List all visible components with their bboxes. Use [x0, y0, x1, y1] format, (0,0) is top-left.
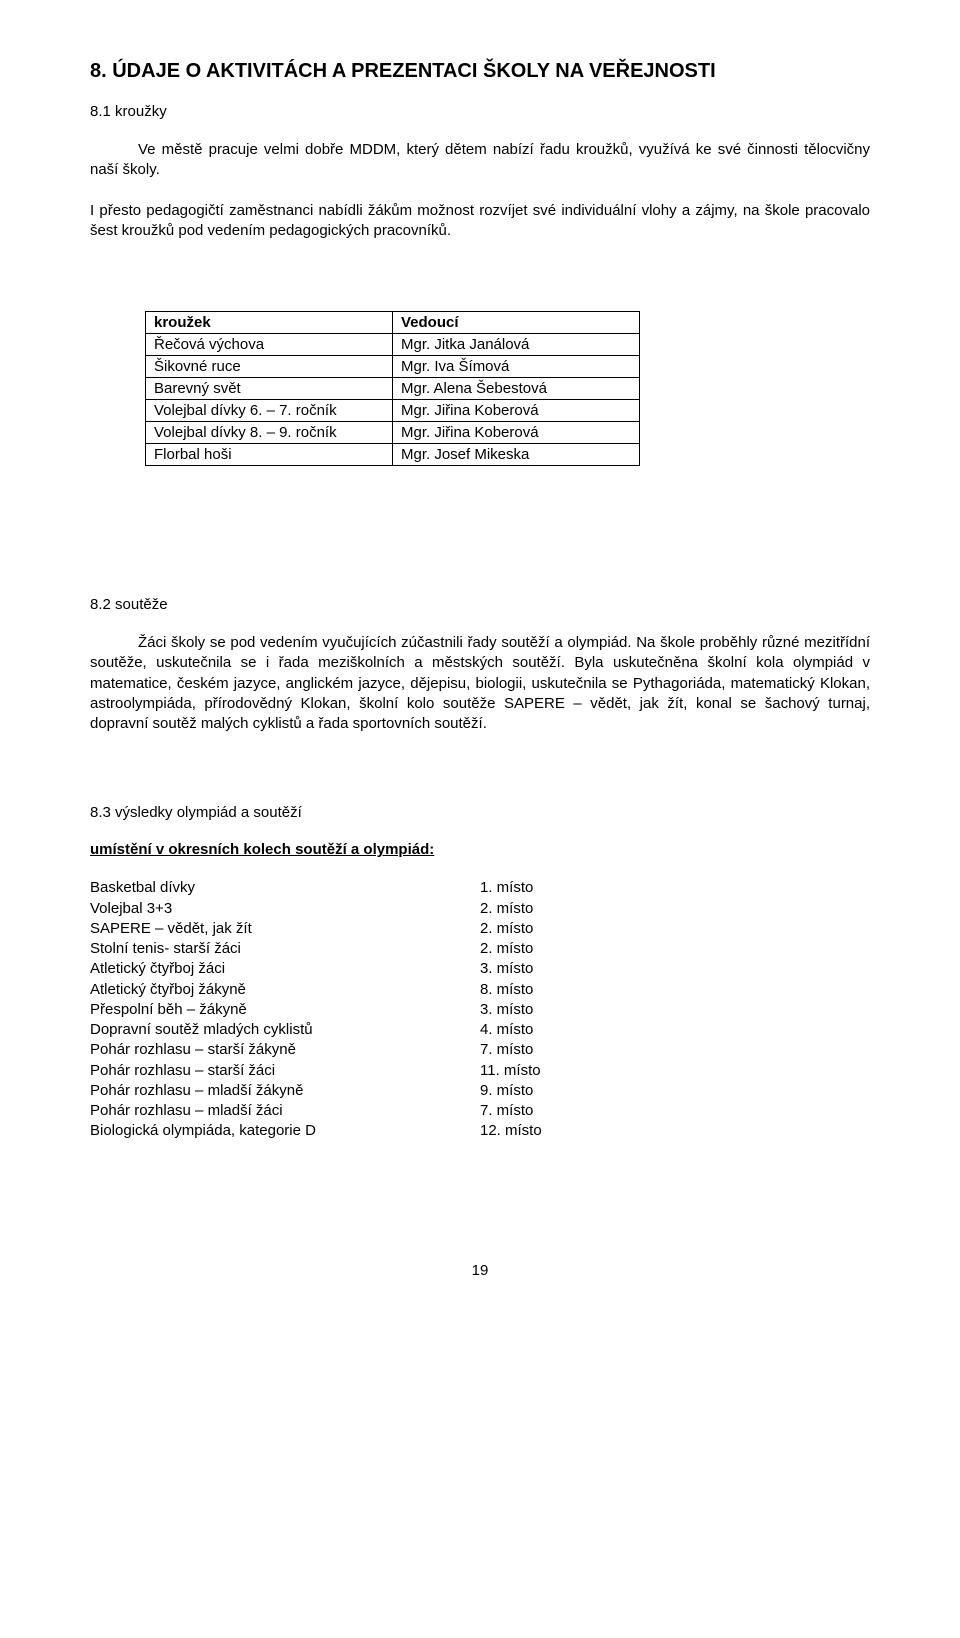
- results-place: 11. místo: [480, 1061, 541, 1081]
- page-container: 8. ÚDAJE O AKTIVITÁCH A PREZENTACI ŠKOLY…: [0, 0, 960, 1319]
- results-label: Basketbal dívky: [90, 878, 480, 898]
- table-cell-left: Řečová výchova: [146, 334, 393, 356]
- results-row: Atletický čtyřboj žákyně 8. místo: [90, 980, 870, 1000]
- spacer: [90, 466, 870, 516]
- results-row: Pohár rozhlasu – mladší žákyně 9. místo: [90, 1081, 870, 1101]
- results-label: Pohár rozhlasu – mladší žákyně: [90, 1081, 480, 1101]
- results-label: Pohár rozhlasu – starší žákyně: [90, 1040, 480, 1060]
- results-place: 9. místo: [480, 1081, 533, 1101]
- results-place: 12. místo: [480, 1121, 542, 1141]
- section-8-heading: 8. ÚDAJE O AKTIVITÁCH A PREZENTACI ŠKOLY…: [90, 60, 870, 83]
- results-label: SAPERE – vědět, jak žít: [90, 919, 480, 939]
- results-row: Přespolní běh – žákyně 3. místo: [90, 1000, 870, 1020]
- results-place: 1. místo: [480, 878, 533, 898]
- spacer: [90, 754, 870, 804]
- table-row: Barevný svět Mgr. Alena Šebestová: [146, 378, 640, 400]
- results-label: Dopravní soutěž mladých cyklistů: [90, 1020, 480, 1040]
- table-cell-left: Volejbal dívky 6. – 7. ročník: [146, 400, 393, 422]
- table-header-right: Vedoucí: [393, 312, 640, 334]
- section-8-3-subtitle: umístění v okresních kolech soutěží a ol…: [90, 841, 870, 858]
- table-cell-right: Mgr. Alena Šebestová: [393, 378, 640, 400]
- results-place: 3. místo: [480, 1000, 533, 1020]
- results-label: Pohár rozhlasu – mladší žáci: [90, 1101, 480, 1121]
- results-row: Biologická olympiáda, kategorie D 12. mí…: [90, 1121, 870, 1141]
- table-row: Volejbal dívky 8. – 9. ročník Mgr. Jiřin…: [146, 422, 640, 444]
- results-row: Pohár rozhlasu – starší žáci 11. místo: [90, 1061, 870, 1081]
- results-place: 2. místo: [480, 919, 533, 939]
- results-list: Basketbal dívky 1. místo Volejbal 3+3 2.…: [90, 878, 870, 1141]
- page-number: 19: [90, 1262, 870, 1279]
- results-place: 8. místo: [480, 980, 533, 1000]
- table-cell-left: Šikovné ruce: [146, 356, 393, 378]
- results-row: Pohár rozhlasu – mladší žáci 7. místo: [90, 1101, 870, 1121]
- table-row: Řečová výchova Mgr. Jitka Janálová: [146, 334, 640, 356]
- results-label: Pohár rozhlasu – starší žáci: [90, 1061, 480, 1081]
- section-8-1-p1: Ve městě pracuje velmi dobře MDDM, který…: [90, 140, 870, 181]
- results-label: Přespolní běh – žákyně: [90, 1000, 480, 1020]
- section-8-2-title: 8.2 soutěže: [90, 596, 870, 613]
- results-place: 2. místo: [480, 939, 533, 959]
- table-header-row: kroužek Vedoucí: [146, 312, 640, 334]
- results-row: Volejbal 3+3 2. místo: [90, 899, 870, 919]
- results-label: Atletický čtyřboj žáci: [90, 959, 480, 979]
- table-row: Florbal hoši Mgr. Josef Mikeska: [146, 444, 640, 466]
- circles-table: kroužek Vedoucí Řečová výchova Mgr. Jitk…: [145, 311, 640, 466]
- results-label: Biologická olympiáda, kategorie D: [90, 1121, 480, 1141]
- table-cell-left: Florbal hoši: [146, 444, 393, 466]
- results-row: Atletický čtyřboj žáci 3. místo: [90, 959, 870, 979]
- results-label: Volejbal 3+3: [90, 899, 480, 919]
- section-8-3-title: 8.3 výsledky olympiád a soutěží: [90, 804, 870, 821]
- table-cell-right: Mgr. Josef Mikeska: [393, 444, 640, 466]
- results-row: Dopravní soutěž mladých cyklistů 4. míst…: [90, 1020, 870, 1040]
- table-cell-right: Mgr. Jiřina Koberová: [393, 422, 640, 444]
- results-row: Pohár rozhlasu – starší žákyně 7. místo: [90, 1040, 870, 1060]
- results-place: 3. místo: [480, 959, 533, 979]
- table-row: Volejbal dívky 6. – 7. ročník Mgr. Jiřin…: [146, 400, 640, 422]
- spacer: [90, 566, 870, 596]
- results-place: 2. místo: [480, 899, 533, 919]
- spacer: [90, 261, 870, 311]
- results-row: Basketbal dívky 1. místo: [90, 878, 870, 898]
- results-label: Stolní tenis- starší žáci: [90, 939, 480, 959]
- table-cell-right: Mgr. Jiřina Koberová: [393, 400, 640, 422]
- results-label: Atletický čtyřboj žákyně: [90, 980, 480, 1000]
- table-cell-left: Volejbal dívky 8. – 9. ročník: [146, 422, 393, 444]
- section-8-2-p1: Žáci školy se pod vedením vyučujících zú…: [90, 633, 870, 734]
- results-place: 7. místo: [480, 1101, 533, 1121]
- section-8-1-p2: I přesto pedagogičtí zaměstnanci nabídli…: [90, 201, 870, 242]
- table-header-left: kroužek: [146, 312, 393, 334]
- section-8-1-title: 8.1 kroužky: [90, 103, 870, 120]
- results-place: 4. místo: [480, 1020, 533, 1040]
- table-cell-right: Mgr. Jitka Janálová: [393, 334, 640, 356]
- table-row: Šikovné ruce Mgr. Iva Šímová: [146, 356, 640, 378]
- spacer: [90, 516, 870, 566]
- results-row: Stolní tenis- starší žáci 2. místo: [90, 939, 870, 959]
- table-cell-left: Barevný svět: [146, 378, 393, 400]
- results-row: SAPERE – vědět, jak žít 2. místo: [90, 919, 870, 939]
- results-place: 7. místo: [480, 1040, 533, 1060]
- table-cell-right: Mgr. Iva Šímová: [393, 356, 640, 378]
